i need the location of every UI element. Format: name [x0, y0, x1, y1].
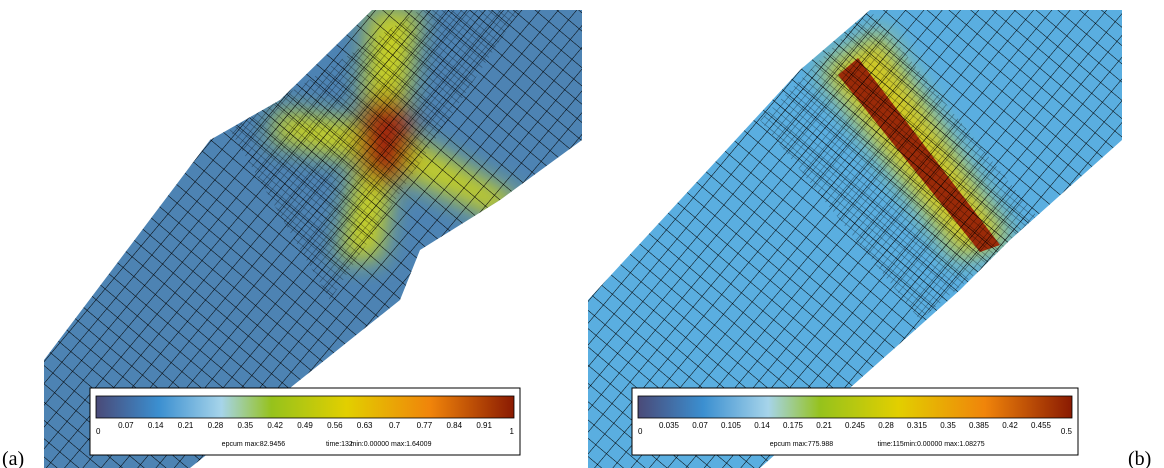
colorbar-tick-label: 0 — [96, 427, 101, 436]
colorbar-tick-label: 0.7 — [389, 421, 401, 430]
colorbar-tick-label: 0.63 — [357, 421, 373, 430]
colorbar-info: min:0.00000 max:1.08275 — [904, 441, 985, 448]
colorbar-tick-label: 0.28 — [878, 421, 894, 430]
colorbar-tick-label: 0.56 — [327, 421, 343, 430]
colorbar-info: time:115 — [878, 441, 904, 448]
colorbar-tick-label: 0.91 — [476, 421, 492, 430]
colorbar-tick-label: 0.385 — [969, 421, 990, 430]
colorbar-tick-label: 0.105 — [721, 421, 742, 430]
colorbar-tick-label: 0.77 — [417, 421, 433, 430]
colorbar-tick-label: 0.35 — [237, 421, 253, 430]
colorbar-info: min:0.00000 max:1.64009 — [351, 441, 432, 448]
colorbar-tick-label: 0.175 — [783, 421, 804, 430]
colorbar-tick-label: 0.07 — [118, 421, 134, 430]
colorbar-tick-label: 0.21 — [816, 421, 832, 430]
colorbar-tick-label: 0.28 — [208, 421, 224, 430]
colorbar-tick-label: 0.21 — [178, 421, 194, 430]
colorbar-tick-label: 0.455 — [1031, 421, 1052, 430]
colorbar-info: time:132 — [326, 441, 353, 448]
colorbar-tick-label: 0.14 — [754, 421, 770, 430]
colorbar-tick-label: 0.035 — [659, 421, 680, 430]
panel-label: (a) — [2, 448, 24, 468]
colorbar-tick-label: 0.245 — [845, 421, 866, 430]
colorbar-tick-label: 0.5 — [1061, 427, 1073, 436]
colorbar-tick-label: 0.84 — [446, 421, 462, 430]
colorbar-tick-label: 0.42 — [1002, 421, 1018, 430]
colorbar-tick-label: 0.42 — [267, 421, 283, 430]
colorbar — [95, 395, 515, 419]
colorbar-tick-label: 0.35 — [940, 421, 956, 430]
colorbar-tick-label: 1 — [510, 427, 515, 436]
colorbar-tick-label: 0.14 — [148, 421, 164, 430]
colorbar-tick-label: 0.315 — [907, 421, 928, 430]
colorbar-info: epcum max:82.9456 — [222, 441, 286, 448]
panel-label: (b) — [1128, 448, 1151, 468]
colorbar-info: epcum max:775.988 — [770, 441, 834, 448]
colorbar-tick-label: 0.49 — [297, 421, 313, 430]
colorbar-tick-label: 0 — [638, 427, 643, 436]
colorbar-tick-label: 0.07 — [692, 421, 708, 430]
colorbar — [637, 395, 1073, 419]
